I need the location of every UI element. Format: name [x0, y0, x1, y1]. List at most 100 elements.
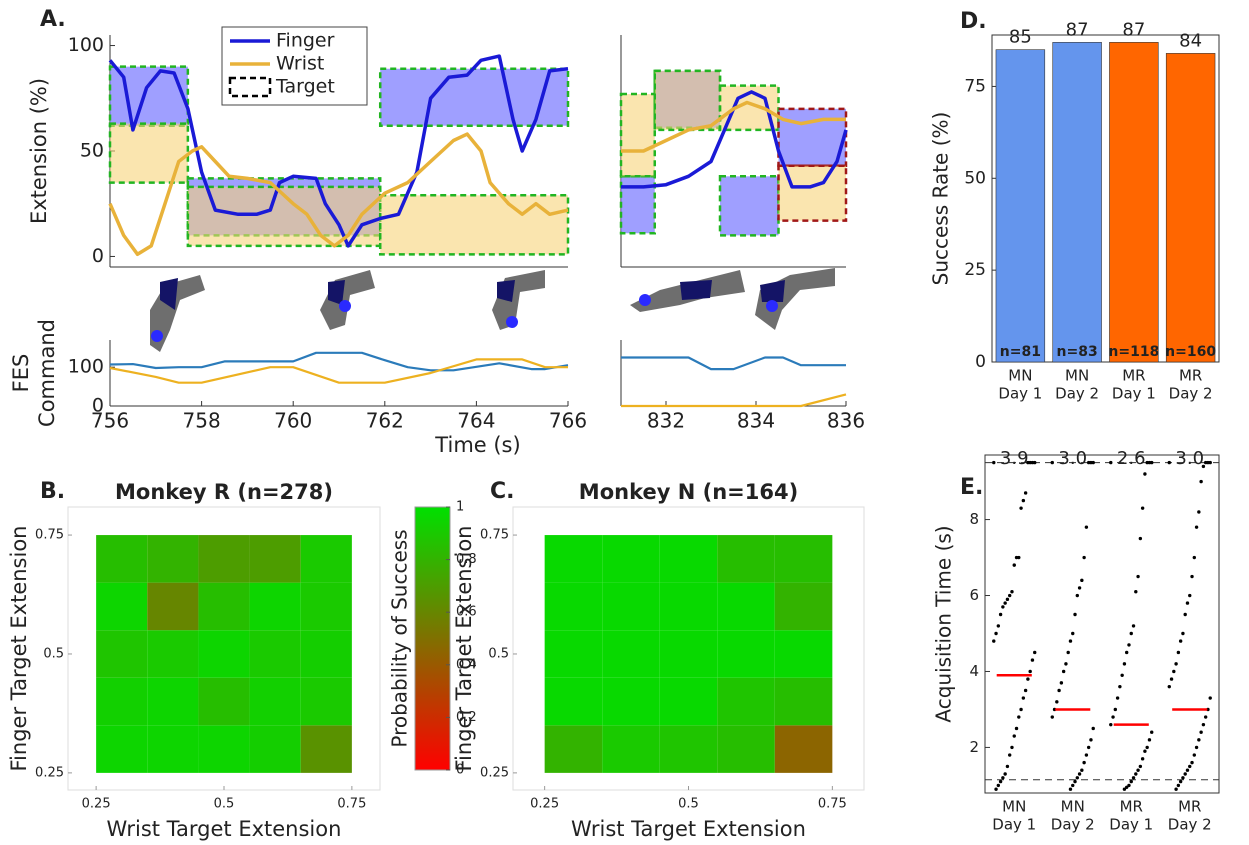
data-point [1145, 745, 1149, 750]
target-box [653, 69, 722, 132]
data-point [1021, 696, 1026, 700]
data-point [1109, 722, 1113, 727]
series-line [109, 358, 568, 384]
data-point [1084, 525, 1089, 529]
x-tick-label: 0.75 [818, 797, 847, 812]
x-tick-label: 832 [647, 409, 685, 433]
data-point [1003, 601, 1007, 605]
chart-title: Monkey N (n=164) [579, 480, 798, 504]
data-point [1005, 764, 1010, 769]
series-line [621, 90, 848, 189]
target-box [619, 92, 656, 178]
y-tick-label: 50 [80, 140, 104, 162]
legend-box [221, 26, 368, 106]
data-point [1001, 776, 1005, 780]
data-point [1197, 738, 1201, 742]
data-point [1167, 684, 1171, 689]
data-point [1120, 673, 1124, 677]
data-point [1111, 715, 1115, 719]
y-tick-label: 0.75 [35, 528, 64, 543]
heatmap-cell [96, 677, 148, 726]
heatmap-cell [300, 677, 352, 726]
y-axis-label: Acquisition Time (s) [932, 525, 956, 722]
data-point [1014, 726, 1019, 731]
value-label: 84 [1179, 30, 1202, 51]
data-point [1134, 590, 1138, 594]
data-point [1026, 460, 1030, 465]
data-point [1064, 662, 1068, 666]
y-axis-label: Success Rate (%) [929, 112, 953, 286]
x-tick-label: 766 [549, 409, 587, 433]
heatmap-cell [659, 725, 718, 773]
data-point [1118, 684, 1122, 689]
y-tick-label: 100 [68, 356, 104, 378]
heatmap-cell [198, 677, 250, 726]
x-tick-label: MR [1122, 367, 1145, 385]
data-point [1089, 738, 1093, 742]
data-point [1050, 715, 1054, 719]
hand-illustration [150, 275, 205, 352]
data-point [1122, 662, 1127, 666]
data-point [1012, 734, 1016, 738]
heatmap-cell [717, 535, 775, 583]
heatmap-cell [544, 630, 603, 678]
target-box [777, 164, 848, 222]
heatmap-cell [774, 535, 833, 583]
data-point [1082, 760, 1086, 765]
colorbar [414, 506, 451, 771]
data-point [998, 779, 1003, 784]
heatmap-cell [774, 630, 833, 678]
data-point [1174, 662, 1178, 666]
heatmap-cell [659, 535, 718, 583]
data-point [1176, 783, 1181, 788]
heatmap-cell [249, 725, 301, 773]
colorbar-tick-label: 1 [456, 500, 464, 515]
heatmap-cell [147, 677, 199, 726]
x-tick-label: MN [1061, 798, 1085, 816]
y-tick-label: 0.5 [43, 646, 64, 661]
value-label: 85 [1009, 27, 1032, 48]
x-tick-label: 836 [827, 409, 865, 433]
x-tick-label: MN [1002, 798, 1026, 816]
data-point [1003, 772, 1007, 776]
heatmap-cell [602, 677, 660, 726]
heatmap-cell [717, 725, 775, 773]
heatmap-cell [147, 630, 199, 678]
target-box [718, 175, 780, 237]
colorbar-tick-label: 0.8 [456, 552, 477, 567]
heatmap-cell [602, 630, 660, 678]
data-point [1077, 586, 1082, 590]
data-point [992, 639, 996, 643]
x-tick-label: Day 2 [1168, 816, 1212, 834]
data-point [1129, 631, 1133, 636]
heatmap-cell [774, 582, 833, 631]
x-tick-label: 764 [457, 409, 495, 433]
data-point [1147, 738, 1152, 742]
mean-label: 3.0 [1058, 448, 1087, 469]
data-point [1061, 669, 1066, 674]
data-point [1167, 460, 1171, 465]
data-point [1140, 757, 1145, 761]
hand-illustration [320, 270, 375, 330]
data-point [1019, 506, 1023, 510]
heatmap-cell [602, 582, 660, 631]
data-point [1005, 597, 1010, 602]
target-box [777, 107, 848, 168]
y-tick-label: 2 [969, 738, 979, 756]
data-point [1131, 776, 1136, 780]
x-tick-label: Day 1 [992, 816, 1036, 834]
series-line [108, 54, 569, 248]
mean-label: 2.6 [1117, 448, 1146, 469]
heatmap-cell [198, 582, 250, 631]
x-tick-label: 760 [274, 409, 312, 433]
heatmap-cell [544, 535, 603, 583]
data-point [1129, 779, 1133, 784]
x-axis-label: Wrist Target Extension [571, 817, 806, 841]
data-point [1115, 696, 1120, 700]
data-point [1019, 707, 1023, 712]
x-axis-label: Wrist Target Extension [107, 817, 342, 841]
x-tick-label: 834 [737, 409, 775, 433]
data-point [1073, 612, 1077, 617]
y-tick-label: 4 [969, 662, 979, 680]
hand-illustration [755, 268, 835, 330]
